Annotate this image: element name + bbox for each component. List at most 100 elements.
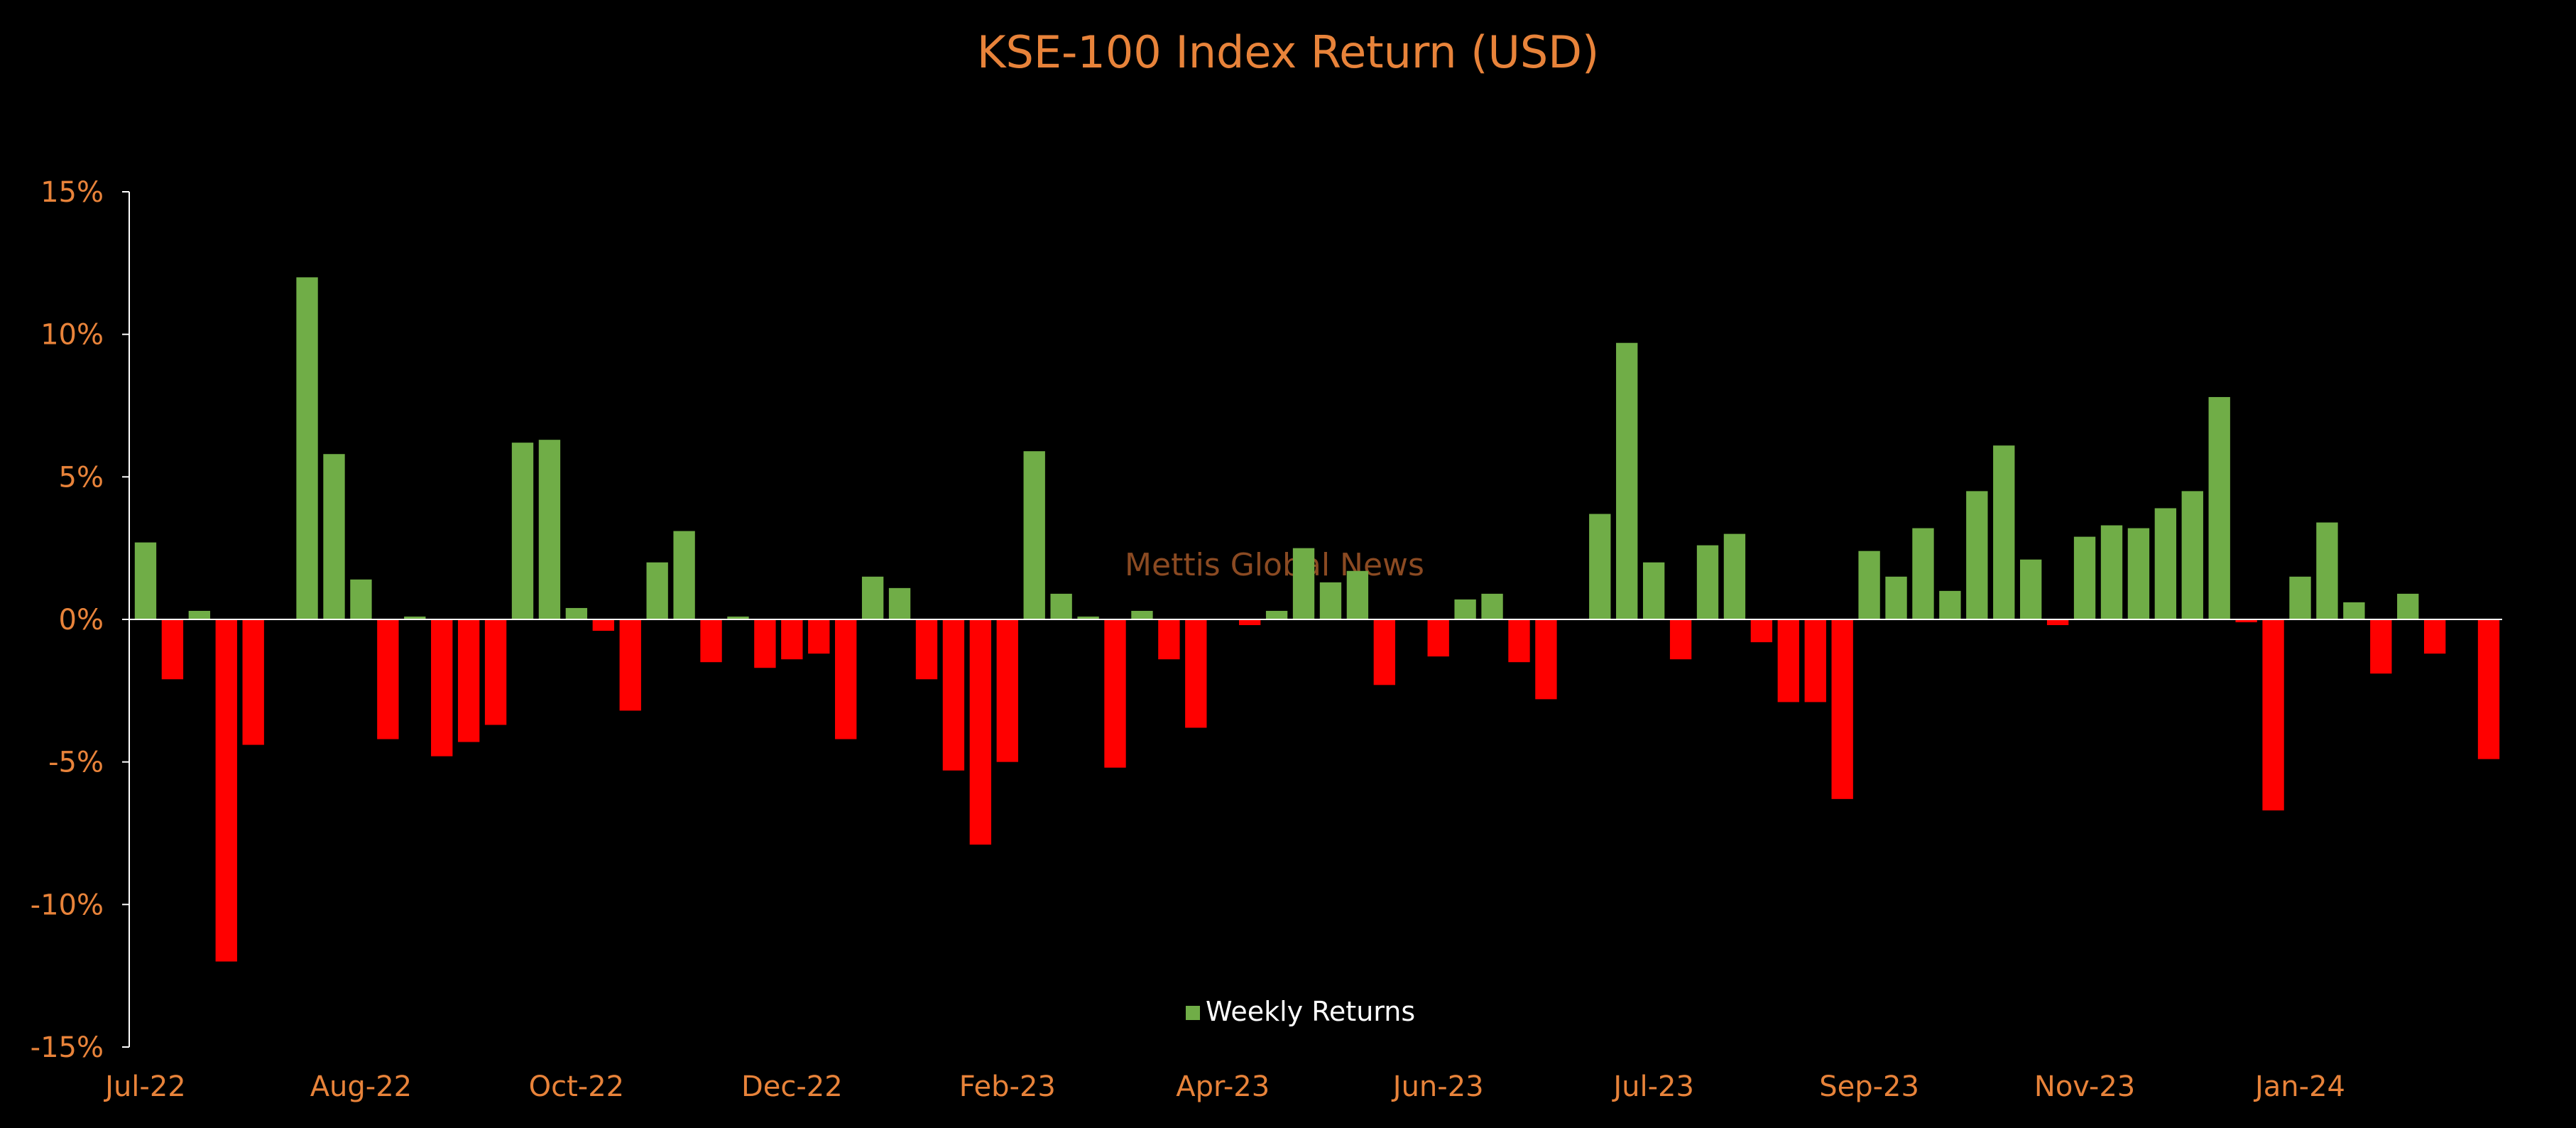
bar bbox=[620, 619, 641, 710]
x-tick-label: Feb-23 bbox=[959, 1070, 1056, 1103]
bar bbox=[997, 619, 1018, 762]
bar bbox=[1293, 548, 1314, 619]
x-tick-label: Jul-22 bbox=[103, 1070, 186, 1103]
bar bbox=[781, 619, 802, 659]
bar bbox=[647, 563, 668, 619]
bar bbox=[1697, 546, 1718, 619]
bar bbox=[1858, 551, 1879, 619]
bar bbox=[431, 619, 452, 756]
bar bbox=[1050, 594, 1071, 619]
bar bbox=[862, 577, 883, 619]
bar bbox=[1428, 619, 1449, 656]
bar bbox=[1239, 619, 1260, 625]
bar bbox=[970, 619, 991, 845]
legend-swatch bbox=[1186, 1006, 1200, 1020]
bar bbox=[673, 531, 694, 619]
bar bbox=[216, 619, 237, 962]
bar bbox=[377, 619, 398, 739]
bar bbox=[2262, 619, 2283, 810]
bar bbox=[1778, 619, 1799, 702]
bar bbox=[754, 619, 775, 668]
bar bbox=[1885, 577, 1906, 619]
bar bbox=[593, 619, 614, 631]
bar bbox=[835, 619, 856, 739]
x-tick-label: Jul-23 bbox=[1611, 1070, 1694, 1103]
bar bbox=[1589, 514, 1610, 619]
bar bbox=[889, 588, 910, 619]
bar bbox=[1158, 619, 1179, 659]
x-axis-ticks: Jul-22 Aug-22 Oct-22 Dec-22 Feb-23 Apr-23 Jun-… bbox=[103, 1070, 2345, 1103]
bar bbox=[1266, 611, 1287, 619]
bar bbox=[2343, 602, 2364, 619]
bar bbox=[1993, 445, 2014, 619]
bar bbox=[2182, 491, 2203, 619]
bar bbox=[1454, 600, 1475, 619]
bar bbox=[700, 619, 721, 662]
y-tick-label: -5% bbox=[48, 747, 104, 779]
bar bbox=[1320, 582, 1341, 619]
x-tick-label: Sep-23 bbox=[1819, 1070, 1919, 1103]
bar bbox=[485, 619, 506, 725]
x-tick-label: Jan-24 bbox=[2253, 1070, 2345, 1103]
bar bbox=[2289, 577, 2310, 619]
bar bbox=[1966, 491, 1987, 619]
bar bbox=[2424, 619, 2445, 654]
x-tick-label: Jun-23 bbox=[1391, 1070, 1484, 1103]
bar bbox=[1131, 611, 1152, 619]
bar bbox=[1347, 571, 1368, 619]
bar bbox=[539, 440, 560, 619]
bar bbox=[1374, 619, 1395, 685]
bar bbox=[296, 277, 317, 619]
bar bbox=[1805, 619, 1826, 702]
x-tick-label: Aug-22 bbox=[310, 1070, 412, 1103]
bar bbox=[323, 454, 344, 619]
bar bbox=[1616, 343, 1637, 619]
bar bbox=[2101, 526, 2122, 619]
y-tick-label: 0% bbox=[59, 604, 104, 636]
watermark: Mettis Global News bbox=[1125, 547, 1424, 583]
bar bbox=[2316, 523, 2337, 619]
bar bbox=[2155, 508, 2176, 619]
bar bbox=[243, 619, 264, 745]
bar bbox=[1185, 619, 1206, 728]
x-tick-label: Dec-22 bbox=[741, 1070, 843, 1103]
bar bbox=[1939, 591, 1960, 619]
bar bbox=[1832, 619, 1853, 799]
bar bbox=[2209, 397, 2230, 619]
x-tick-label: Oct-22 bbox=[529, 1070, 625, 1103]
bar bbox=[916, 619, 937, 679]
bar bbox=[943, 619, 964, 771]
bar bbox=[566, 608, 587, 619]
bar bbox=[189, 611, 210, 619]
bar bbox=[512, 443, 533, 619]
bar bbox=[458, 619, 479, 742]
bar bbox=[2128, 528, 2149, 619]
y-tick-label: 15% bbox=[40, 176, 104, 209]
bar bbox=[808, 619, 829, 654]
y-tick-label: -10% bbox=[31, 889, 104, 921]
bar bbox=[1670, 619, 1691, 659]
legend-label: Weekly Returns bbox=[1206, 996, 1415, 1027]
x-tick-label: Apr-23 bbox=[1176, 1070, 1270, 1103]
bar bbox=[350, 580, 371, 619]
bar bbox=[2370, 619, 2391, 673]
bar bbox=[1508, 619, 1529, 662]
y-tick-label: 5% bbox=[59, 461, 104, 494]
legend: Weekly Returns bbox=[1186, 996, 1415, 1027]
bar bbox=[1724, 534, 1745, 619]
bar bbox=[1024, 451, 1045, 619]
bar bbox=[1912, 528, 1933, 619]
bar bbox=[2020, 560, 2041, 619]
bar bbox=[1535, 619, 1556, 699]
bar bbox=[1481, 594, 1502, 619]
y-tick-label: -15% bbox=[31, 1031, 104, 1064]
bar bbox=[135, 543, 156, 619]
bar bbox=[1104, 619, 1125, 768]
bar bbox=[2074, 537, 2095, 619]
bar bbox=[162, 619, 183, 679]
y-axis-ticks: 15% 10% 5% 0% -5% -10% -15% bbox=[31, 176, 129, 1064]
x-tick-label: Nov-23 bbox=[2034, 1070, 2135, 1103]
y-tick-label: 10% bbox=[40, 319, 104, 352]
